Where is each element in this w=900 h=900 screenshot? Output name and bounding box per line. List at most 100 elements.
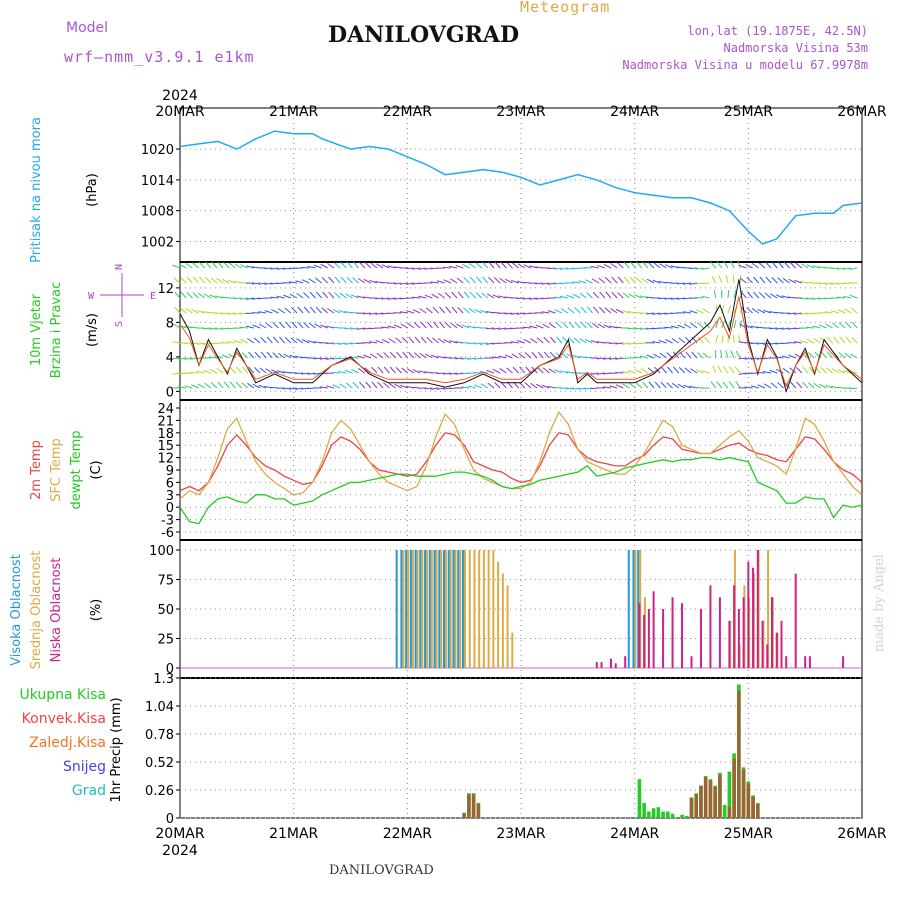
wind-barb <box>321 277 329 284</box>
wind-barb <box>843 267 852 270</box>
wind-barb <box>295 387 304 390</box>
wind-subtitle: Brzina i Pravac <box>49 282 64 379</box>
wind-barb <box>456 277 464 284</box>
wind-barb <box>542 323 550 329</box>
wind-barb <box>328 291 335 299</box>
wind-barb <box>777 261 784 269</box>
wind-barb <box>524 352 532 359</box>
wind-barb <box>683 282 692 285</box>
wind-barb <box>297 306 304 314</box>
wind-barb <box>770 293 778 299</box>
wind-barb <box>246 265 255 269</box>
wind-barb <box>488 276 495 284</box>
wind-barb <box>204 276 212 284</box>
wind-barb <box>252 383 261 389</box>
wind-barb <box>806 339 815 344</box>
wind-barb <box>559 295 568 299</box>
wind-barb <box>633 327 642 330</box>
wind-barb <box>727 305 731 314</box>
wind-barb <box>381 297 390 300</box>
wind-barb <box>393 297 402 300</box>
wind-barb <box>426 321 433 329</box>
wind-barb <box>376 352 384 359</box>
wind-barb <box>580 321 587 329</box>
wind-barb <box>326 385 335 389</box>
wind-barb <box>603 324 612 329</box>
wind-barb <box>185 262 193 269</box>
wind-barb <box>701 295 710 299</box>
x-tick-label-bottom: 21MAR <box>269 826 318 842</box>
precip-total-bar <box>670 813 675 818</box>
wind-barb <box>652 341 661 344</box>
wind-barb <box>566 294 575 299</box>
wind-barb <box>235 366 242 374</box>
wind-barb <box>332 342 341 345</box>
wind-barb <box>309 291 316 299</box>
wind-barb <box>506 367 513 374</box>
wind-barb <box>328 276 335 284</box>
wind-barb <box>333 262 341 269</box>
wind-barb <box>635 277 643 284</box>
wind-barb <box>541 311 550 314</box>
wind-barb <box>730 260 735 269</box>
wind-barb <box>259 367 267 374</box>
wind-barb <box>598 277 606 284</box>
wind-barb <box>481 292 489 299</box>
wind-barb <box>646 278 655 284</box>
wind-barb <box>408 351 415 359</box>
wind-barb <box>210 277 218 284</box>
wind-barb <box>242 366 249 374</box>
wind-barb <box>789 367 797 374</box>
wind-barb <box>199 276 206 284</box>
wind-barb <box>603 357 612 360</box>
precip-tick-label: 1.04 <box>145 700 174 715</box>
wind-barb <box>363 278 372 284</box>
wind-barb <box>596 357 605 360</box>
wind-barb <box>344 327 353 330</box>
wind-barb <box>492 327 501 330</box>
wind-barb <box>191 308 199 314</box>
wind-barb <box>412 309 421 314</box>
wind-barb <box>482 276 489 284</box>
wind-barb <box>252 297 261 300</box>
wind-barb <box>393 282 402 285</box>
wind-barb <box>352 277 359 284</box>
wind-barb <box>327 308 335 314</box>
wind-barb <box>198 292 205 299</box>
wind-barb <box>597 264 605 269</box>
wind-barb <box>715 320 719 329</box>
wind-barb <box>272 352 279 359</box>
legend-snow: Snijeg <box>63 759 106 775</box>
wind-barb <box>770 382 778 389</box>
wind-barb <box>716 261 723 269</box>
pressure-unit: (hPa) <box>85 173 100 207</box>
wind-barb <box>504 327 513 330</box>
wind-barb <box>553 296 562 299</box>
wind-barb <box>728 366 735 374</box>
wind-barb <box>605 291 612 299</box>
wind-barb <box>301 279 310 284</box>
wind-barb <box>353 261 359 269</box>
wind-barb <box>664 297 673 300</box>
lonlat-info: lon,lat (19.1875E, 42.5N) <box>687 24 868 38</box>
wind-barb <box>677 383 686 389</box>
wind-barb <box>449 265 458 269</box>
wind-barb <box>419 352 427 359</box>
wind-barb <box>621 370 630 374</box>
wind-barb <box>271 309 279 314</box>
wind-barb <box>383 382 390 389</box>
precip-conv-bar <box>732 758 736 818</box>
wind-barb <box>451 306 458 314</box>
temp-tick-label: 18 <box>157 427 174 442</box>
wind-barb <box>851 321 858 329</box>
wind-barb <box>334 276 341 284</box>
wind-barb <box>721 335 724 344</box>
wind-barb <box>617 276 624 284</box>
wind-barb <box>356 295 365 299</box>
wind-barb <box>485 327 495 330</box>
cloud-tick-label: 25 <box>157 633 174 648</box>
wind-barb <box>474 308 482 314</box>
wind-barb <box>572 293 581 299</box>
wind-barb <box>850 353 858 359</box>
